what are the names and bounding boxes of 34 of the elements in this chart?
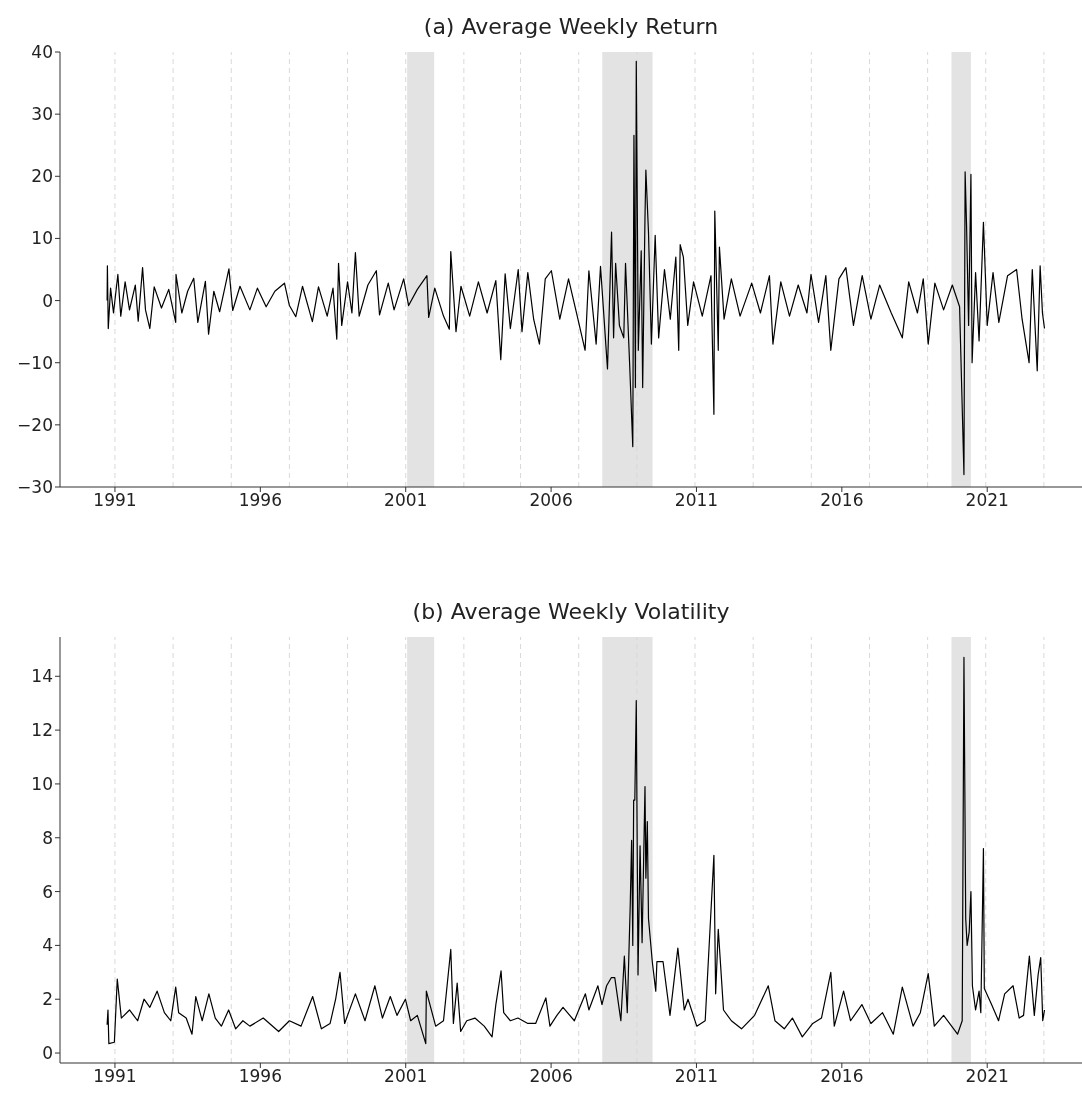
x-tick-label: 2011 — [674, 490, 719, 511]
chart-title: (a) Average Weekly Return — [423, 14, 719, 39]
y-tick-label: 40 — [31, 42, 53, 63]
y-tick-label: 4 — [42, 935, 53, 956]
x-tick-label: 2006 — [529, 1066, 573, 1087]
x-tick-label: 2016 — [820, 490, 864, 511]
y-tick-label: −10 — [17, 352, 53, 373]
y-tick-label: −20 — [17, 414, 53, 435]
x-tick-label: 1991 — [93, 1066, 137, 1087]
y-tick-label: 8 — [42, 827, 53, 848]
y-tick-label: 14 — [31, 666, 53, 687]
x-tick-label: 2006 — [529, 490, 573, 511]
x-tick-label: 2016 — [820, 1066, 864, 1087]
y-tick-label: 6 — [42, 881, 53, 902]
y-tick-label: 2 — [42, 989, 53, 1010]
y-tick-label: 30 — [31, 104, 53, 125]
x-tick-label: 1991 — [93, 490, 137, 511]
x-tick-label: 1996 — [238, 490, 282, 511]
y-tick-label: 0 — [42, 290, 53, 311]
x-tick-label: 2021 — [965, 1066, 1009, 1087]
x-tick-label: 2011 — [674, 1066, 719, 1087]
y-tick-label: 12 — [31, 720, 53, 741]
line-series — [106, 60, 1046, 476]
y-tick-label: 20 — [31, 166, 53, 187]
y-tick-label: 0 — [42, 1043, 53, 1064]
y-tick-label: 10 — [31, 228, 53, 249]
x-tick-label: 2001 — [384, 1066, 428, 1087]
x-tick-label: 1996 — [238, 1066, 282, 1087]
y-tick-label: 10 — [31, 773, 53, 794]
x-tick-label: 2021 — [965, 490, 1009, 511]
line-series — [106, 656, 1046, 1045]
chart-title: (b) Average Weekly Volatility — [411, 598, 731, 626]
y-tick-label: −30 — [17, 477, 53, 498]
x-tick-label: 2001 — [384, 490, 428, 511]
